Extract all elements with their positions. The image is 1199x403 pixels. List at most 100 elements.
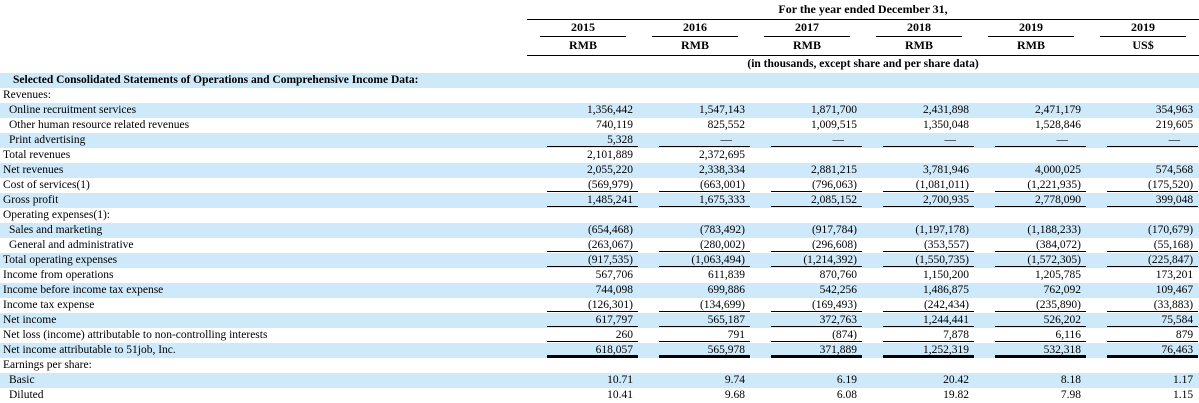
cell-value bbox=[751, 73, 863, 88]
row-label: Revenues: bbox=[3, 89, 51, 101]
em-dash-placeholder: — bbox=[944, 134, 957, 146]
cell-value: (384,072) bbox=[975, 238, 1087, 253]
row-label: Net income bbox=[0, 313, 527, 328]
row-label: Sales and marketing bbox=[0, 223, 527, 238]
cell-value: 75,584 bbox=[1087, 313, 1199, 328]
cell-value bbox=[527, 73, 639, 88]
row-label: Diluted bbox=[9, 389, 44, 401]
cell-value bbox=[975, 148, 1087, 163]
currency-column-header: RMB bbox=[975, 37, 1087, 56]
row-label: Income from operations bbox=[3, 269, 114, 281]
table-row: Total revenues 2,101,889 2,372,695 bbox=[0, 148, 1199, 163]
year-column-header: 2017 bbox=[751, 19, 863, 37]
cell-value: (1,081,011) bbox=[863, 178, 975, 193]
cell-value: 1,486,875 bbox=[863, 283, 975, 298]
cell-value: 10.41 bbox=[607, 389, 633, 401]
cell-value bbox=[639, 358, 751, 373]
cell-value: (1,063,494) bbox=[639, 253, 751, 268]
cell-value: (55,168) bbox=[1087, 238, 1199, 253]
table-row: Cost of services(1) (569,979) (663,001) (79… bbox=[0, 178, 1199, 193]
cell-value: 1,009,515 bbox=[811, 119, 857, 131]
year-row-spacer bbox=[0, 19, 527, 37]
cell-value: 1,485,241 bbox=[527, 193, 639, 208]
cell-value: 1,356,442 bbox=[527, 103, 639, 118]
table-body: Selected Consolidated Statements of Oper… bbox=[0, 73, 1199, 403]
table-row: Basic 10.71 9.74 6.19 20.42 8.18 1.17 bbox=[0, 373, 1199, 388]
year-column-header: 2016 bbox=[639, 19, 751, 37]
cell-value: 2,431,898 bbox=[863, 103, 975, 118]
cell-value: 20.42 bbox=[863, 373, 975, 388]
cell-value: 2,700,935 bbox=[863, 193, 975, 208]
cell-value: 5,328 bbox=[527, 133, 639, 148]
cell-value: 7.98 bbox=[1060, 389, 1081, 401]
em-dash-placeholder: — bbox=[1056, 134, 1069, 146]
cell-value: 611,839 bbox=[708, 269, 745, 281]
cell-value: (126,301) bbox=[527, 298, 639, 313]
cell-value: 2,101,889 bbox=[587, 149, 633, 161]
cell-value bbox=[751, 148, 863, 163]
cell-value: 791 bbox=[639, 328, 751, 343]
table-row: Net income attributable to 51job, Inc. 61… bbox=[0, 343, 1199, 358]
cell-value: (1,188,233) bbox=[975, 223, 1087, 238]
table-row: Other human resource related revenues 740… bbox=[0, 118, 1199, 133]
row-label: Basic bbox=[0, 373, 527, 388]
cell-value: 354,963 bbox=[1087, 103, 1199, 118]
cell-value bbox=[527, 88, 639, 103]
cell-value: 399,048 bbox=[1087, 193, 1199, 208]
cell-value: (569,979) bbox=[527, 178, 639, 193]
cell-value: 565,187 bbox=[639, 313, 751, 328]
cell-value bbox=[639, 88, 751, 103]
cell-value: (1,550,735) bbox=[863, 253, 975, 268]
cell-value: 1,150,200 bbox=[923, 269, 969, 281]
cell-value: (242,434) bbox=[863, 298, 975, 313]
note-row-spacer bbox=[0, 55, 527, 73]
cell-value: 740,119 bbox=[596, 119, 633, 131]
cell-value: 7,878 bbox=[863, 328, 975, 343]
row-label: Operating expenses(1): bbox=[3, 209, 110, 221]
cell-value: (175,520) bbox=[1087, 178, 1199, 193]
cell-value: — bbox=[1087, 133, 1199, 148]
cell-value: 2,055,220 bbox=[527, 163, 639, 178]
cell-value: 2,778,090 bbox=[975, 193, 1087, 208]
cell-value: (783,492) bbox=[639, 223, 751, 238]
period-header: For the year ended December 31, bbox=[527, 0, 1199, 20]
cell-value: 2,338,334 bbox=[639, 163, 751, 178]
cell-value: 10.71 bbox=[527, 373, 639, 388]
row-label: Total revenues bbox=[3, 149, 71, 161]
cell-value: 19.82 bbox=[943, 389, 969, 401]
row-label: General and administrative bbox=[9, 239, 134, 251]
cell-value bbox=[639, 73, 751, 88]
currency-column-header: RMB bbox=[639, 37, 751, 56]
currency-column-header: RMB bbox=[527, 37, 639, 56]
cell-value: 1,547,143 bbox=[639, 103, 751, 118]
table-row: Print advertising 5,328 — — — — — bbox=[0, 133, 1199, 148]
cell-value bbox=[1087, 358, 1199, 373]
cell-value: (874) bbox=[751, 328, 863, 343]
table-row: Income from operations 567,706 611,839 870,… bbox=[0, 268, 1199, 283]
cell-value: (353,557) bbox=[863, 238, 975, 253]
table-header: For the year ended December 31, 2015 2016… bbox=[0, 0, 1199, 73]
currency-row-spacer bbox=[0, 37, 527, 55]
cell-value bbox=[863, 73, 975, 88]
cell-value: 526,202 bbox=[975, 313, 1087, 328]
cell-value: 879 bbox=[1087, 328, 1199, 343]
cell-value: (263,067) bbox=[527, 238, 639, 253]
cell-value: 762,092 bbox=[975, 283, 1087, 298]
year-column-header: 2015 bbox=[527, 19, 639, 37]
cell-value: 260 bbox=[527, 328, 639, 343]
row-label: Other human resource related revenues bbox=[9, 119, 190, 131]
cell-value: 1,205,785 bbox=[1035, 269, 1081, 281]
table-row: Diluted 10.41 9.68 6.08 19.82 7.98 1.15 bbox=[0, 388, 1199, 403]
cell-value: 744,098 bbox=[527, 283, 639, 298]
cell-value bbox=[1087, 148, 1199, 163]
cell-value: — bbox=[863, 133, 975, 148]
cell-value: 4,000,025 bbox=[975, 163, 1087, 178]
currency-column-header: RMB bbox=[751, 37, 863, 56]
table-row: Net revenues 2,055,220 2,338,334 2,881,215 3… bbox=[0, 163, 1199, 178]
em-dash-placeholder: — bbox=[1168, 134, 1181, 146]
cell-value: 2,881,215 bbox=[751, 163, 863, 178]
table-row: Income tax expense (126,301) (134,699) (169… bbox=[0, 298, 1199, 313]
cell-value bbox=[975, 88, 1087, 103]
cell-value bbox=[975, 208, 1087, 223]
